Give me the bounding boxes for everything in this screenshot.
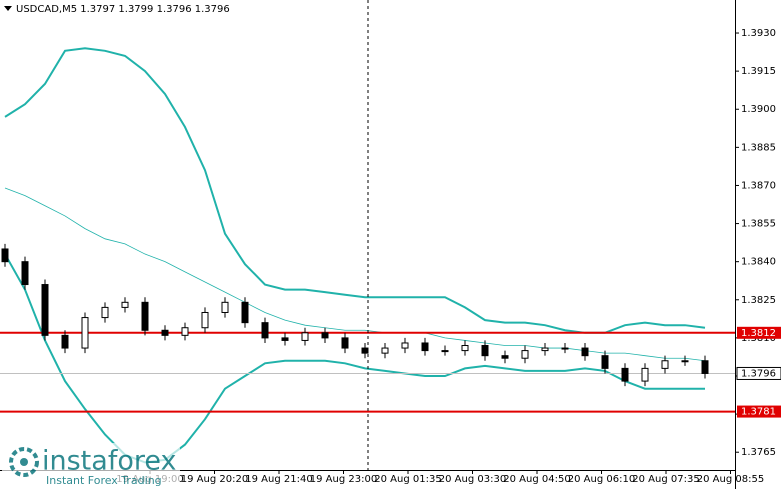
y-tick-label: 1.3930: [741, 28, 776, 39]
level-label: 1.3812: [741, 328, 776, 339]
candle-body: [221, 301, 229, 313]
y-tick-label: 1.3915: [741, 66, 776, 77]
y-tick-label: 1.3885: [741, 142, 776, 153]
x-tick-label: 20 Aug 07:35: [632, 474, 699, 485]
level-label-bg: [737, 326, 781, 339]
watermark-logo-dot: [20, 458, 28, 466]
candle-body: [441, 350, 449, 353]
watermark-logo: [9, 447, 39, 477]
candle-body: [681, 360, 689, 363]
candle-body: [421, 342, 429, 352]
candle-body: [661, 360, 669, 369]
level-label: 1.3781: [741, 407, 776, 418]
x-tick-label: 19 Aug 21:40: [245, 474, 312, 485]
candle-body: [641, 367, 649, 382]
watermark-bg: [2, 443, 180, 487]
watermark-brand: instaforex: [42, 446, 176, 477]
candle-body: [381, 347, 389, 354]
y-tick-label: 1.3840: [741, 257, 776, 268]
x-tick-label: 20 Aug 06:10: [568, 474, 635, 485]
candle-body: [321, 332, 329, 339]
candle-body: [581, 347, 589, 357]
candle-body: [201, 311, 209, 329]
candle-body: [301, 332, 309, 341]
candle-body: [621, 367, 629, 382]
y-tick-label: 1.3825: [741, 295, 776, 306]
candle-body: [141, 301, 149, 331]
last-price-bg: [736, 366, 781, 380]
watermark: instaforex Instant Forex Trading: [2, 443, 180, 487]
candle-body: [401, 342, 409, 349]
candle-body: [181, 327, 189, 336]
candle-body: [41, 284, 49, 336]
candle-body: [521, 350, 529, 359]
candle-body: [701, 360, 709, 374]
candle-body: [561, 347, 569, 350]
candle-body: [281, 337, 289, 341]
candle-body: [241, 301, 249, 324]
x-tick-label: 20 Aug 04:50: [503, 474, 570, 485]
menu-icon: [4, 6, 12, 11]
candle-body: [101, 306, 109, 319]
x-tick-label: 19 Aug 23:00: [310, 474, 377, 485]
y-tick-label: 1.3870: [741, 180, 776, 191]
x-tick-label: 20 Aug 03:30: [439, 474, 506, 485]
x-tick-label: 20 Aug 08:55: [697, 474, 764, 485]
level-label-bg: [737, 405, 781, 418]
candle-body: [81, 317, 89, 349]
candle-body: [361, 347, 369, 354]
chart-title: USDCAD,M5 1.3797 1.3799 1.3796 1.3796: [16, 4, 230, 15]
candle-body: [481, 345, 489, 357]
y-tick-label: 1.3900: [741, 104, 776, 115]
candle-body: [341, 337, 349, 349]
candle-body: [261, 322, 269, 339]
candle-body: [121, 301, 129, 308]
candle-body: [21, 261, 29, 286]
candle-body: [601, 355, 609, 369]
candle-body: [501, 355, 509, 359]
candle-body: [541, 347, 549, 352]
candle-body: [61, 334, 69, 349]
y-tick-label: 1.3765: [741, 447, 776, 458]
candle-body: [161, 329, 169, 336]
candle-body: [1, 248, 9, 263]
x-tick-label: 19 Aug 20:20: [181, 474, 248, 485]
y-tick-label: 1.3855: [741, 219, 776, 230]
last-price-label: 1.3796: [741, 368, 776, 379]
x-tick-label: 20 Aug 01:35: [374, 474, 441, 485]
watermark-tagline: Instant Forex Trading: [46, 474, 162, 487]
candle-body: [461, 345, 469, 352]
